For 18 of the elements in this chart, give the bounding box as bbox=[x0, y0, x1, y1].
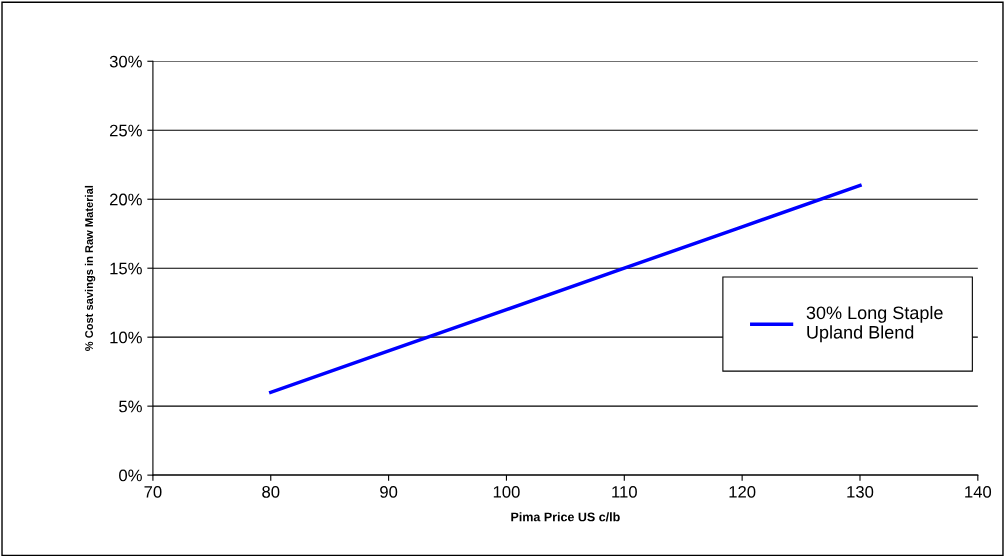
x-tick-label: 80 bbox=[262, 485, 280, 498]
x-tick-label: 140 bbox=[965, 485, 992, 498]
legend-label: 30% Long Staple Upland Blend bbox=[806, 305, 943, 343]
y-tick-label: 25% bbox=[109, 124, 142, 137]
x-tick-label: 130 bbox=[847, 485, 874, 498]
y-tick-label: 15% bbox=[110, 262, 142, 275]
x-tick-label: 100 bbox=[493, 485, 520, 498]
x-tick-label: 70 bbox=[144, 485, 162, 498]
x-tick-label: 120 bbox=[729, 485, 756, 498]
x-tick-label: 90 bbox=[380, 485, 398, 498]
y-tick-label: 10% bbox=[110, 331, 142, 344]
y-tick-label: 5% bbox=[119, 400, 142, 413]
y-tick-label: 20% bbox=[109, 193, 142, 206]
x-axis-title: Pima Price US c/lb bbox=[511, 512, 620, 522]
y-axis-title: % Cost savings in Raw Material bbox=[84, 185, 96, 351]
y-tick-label: 0% bbox=[119, 469, 142, 482]
y-tick-label: 30% bbox=[109, 55, 142, 68]
x-tick-label: 110 bbox=[612, 485, 637, 498]
